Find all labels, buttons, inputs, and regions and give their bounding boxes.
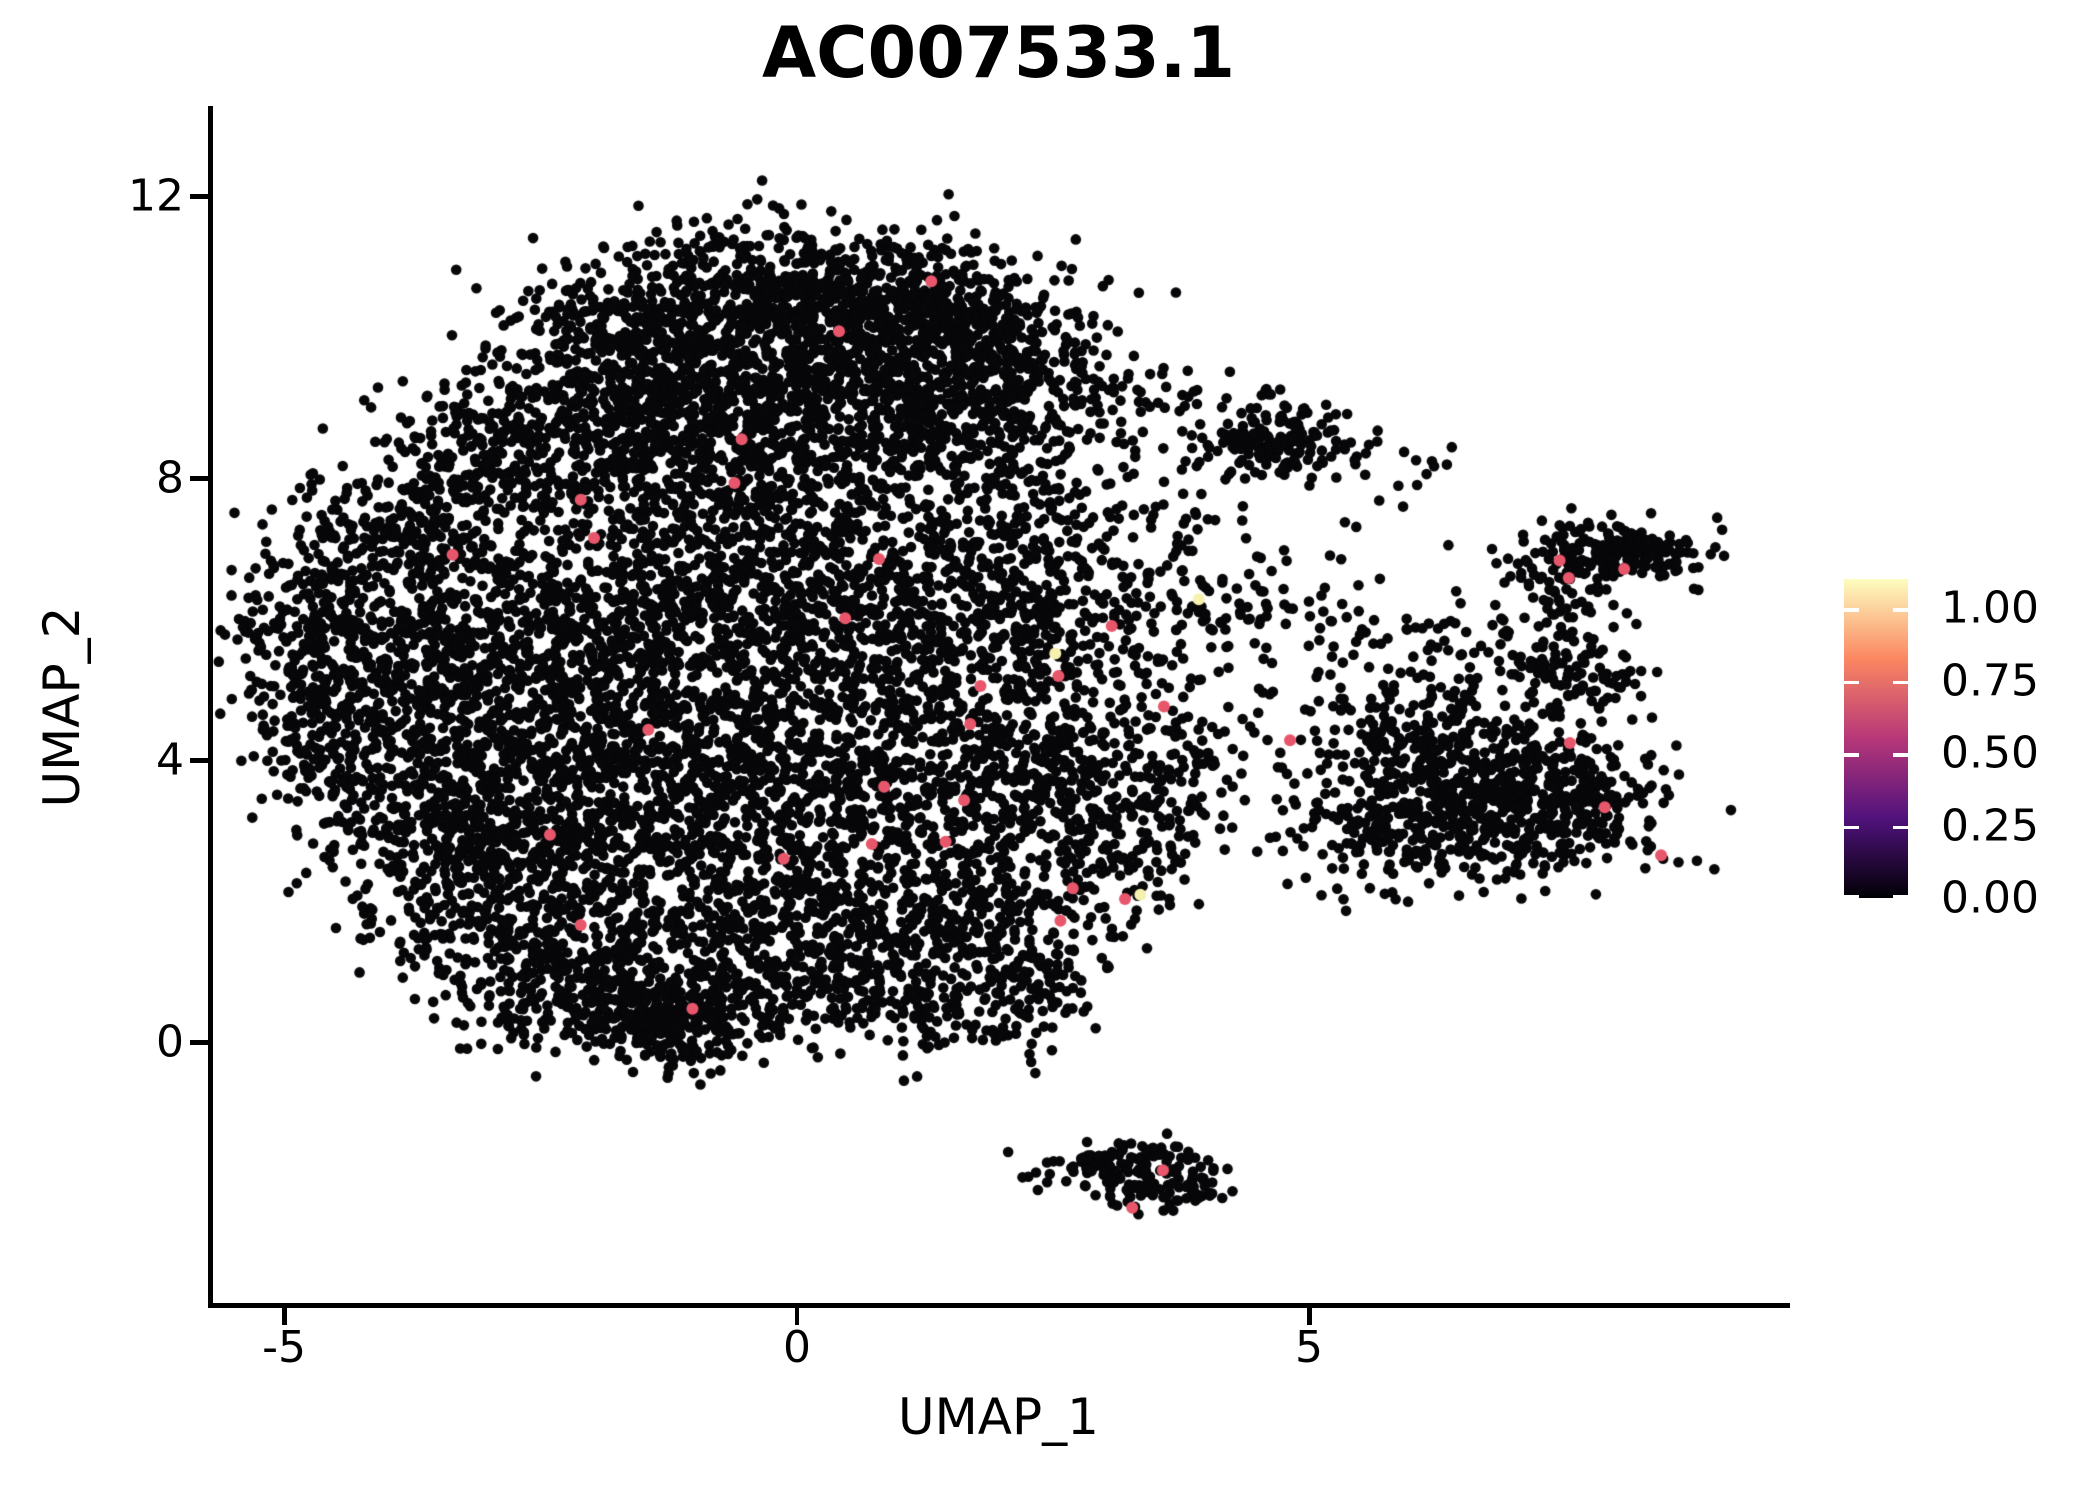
y-tick-label-8: 8	[156, 452, 184, 504]
y-tick-mark-0	[190, 1040, 208, 1045]
x-tick-label-0: 0	[783, 1322, 811, 1373]
y-tick-mark-4	[190, 758, 208, 763]
colorbar-label-0.50: 0.50	[1941, 727, 2039, 779]
colorbar-label-0.00: 0.00	[1941, 872, 2039, 924]
y-tick-label-12: 12	[128, 170, 184, 222]
x-axis-title: UMAP_1	[898, 1388, 1099, 1446]
colorbar-tick-mark-0.75-right	[1893, 680, 1908, 684]
colorbar-tick-mark-0.25-right	[1893, 825, 1908, 829]
colorbar-tick-mark-0.00-right	[1893, 894, 1908, 898]
colorbar-tick-mark-0.50-left	[1844, 753, 1859, 757]
x-tick-label-neg5: -5	[262, 1322, 306, 1373]
colorbar-tick-mark-0.00-left	[1844, 894, 1859, 898]
x-tick-label-5: 5	[1295, 1322, 1323, 1373]
colorbar-label-1.00: 1.00	[1941, 582, 2039, 634]
colorbar-tick-mark-0.75-left	[1844, 680, 1859, 684]
x-tick-mark-5	[1307, 1307, 1312, 1325]
colorbar-tick-mark-0.25-left	[1844, 825, 1859, 829]
y-axis-line	[208, 106, 213, 1308]
colorbar-tick-mark-1.00-right	[1893, 608, 1908, 612]
colorbar-tick-mark-1.00-left	[1844, 608, 1859, 612]
plot-title: AC007533.1	[761, 12, 1236, 94]
colorbar-label-0.25: 0.25	[1941, 800, 2039, 851]
y-axis-title: UMAP_2	[33, 606, 91, 808]
y-tick-mark-8	[190, 476, 208, 481]
colorbar-label-0.75: 0.75	[1941, 655, 2039, 706]
y-tick-mark-12	[190, 194, 208, 199]
colorbar-tick-mark-0.50-right	[1893, 753, 1908, 757]
x-tick-mark-0	[794, 1307, 799, 1325]
x-axis-line	[208, 1303, 1790, 1308]
y-tick-label-4: 4	[156, 734, 184, 786]
y-tick-label-0: 0	[156, 1016, 184, 1068]
x-tick-mark-neg5	[282, 1307, 287, 1325]
colorbar-gradient	[1844, 579, 1908, 898]
